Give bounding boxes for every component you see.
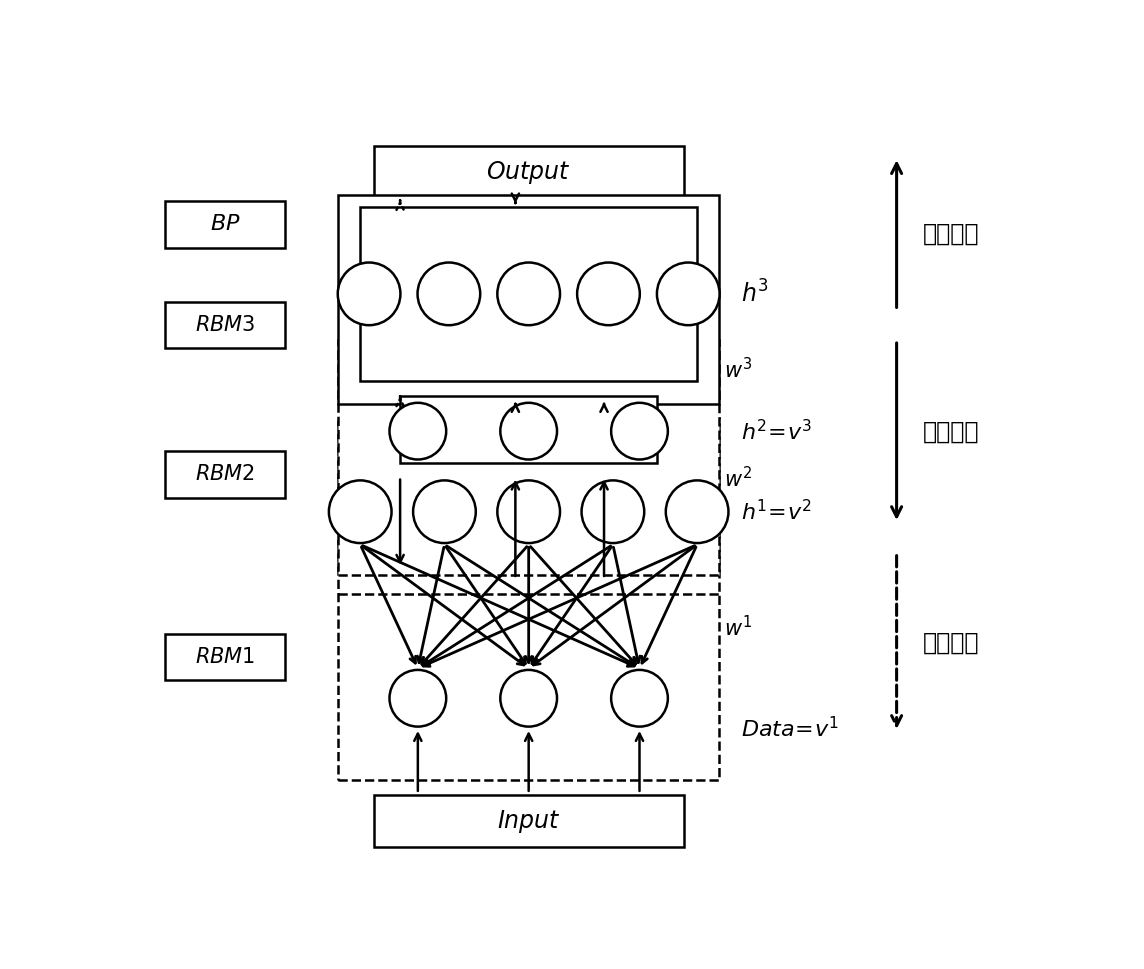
Text: $w^3$: $w^3$ bbox=[724, 358, 752, 383]
Text: 反向阶段: 反向阶段 bbox=[923, 420, 979, 444]
Bar bbox=[339, 340, 720, 576]
Text: $h^1\!=\!v^2$: $h^1\!=\!v^2$ bbox=[741, 499, 812, 524]
Ellipse shape bbox=[498, 263, 561, 326]
Text: $h^3$: $h^3$ bbox=[741, 280, 770, 307]
Ellipse shape bbox=[657, 263, 720, 326]
Ellipse shape bbox=[500, 670, 557, 727]
Text: 正向阶段: 正向阶段 bbox=[923, 222, 979, 246]
Bar bbox=[374, 146, 684, 199]
Ellipse shape bbox=[418, 263, 480, 326]
Bar bbox=[339, 419, 720, 780]
Ellipse shape bbox=[328, 481, 391, 543]
Text: $Output$: $Output$ bbox=[486, 159, 571, 186]
Text: $Data\!=\!v^1$: $Data\!=\!v^1$ bbox=[741, 715, 840, 740]
Text: $BP$: $BP$ bbox=[209, 214, 240, 234]
Bar bbox=[165, 634, 285, 680]
Ellipse shape bbox=[581, 481, 644, 543]
Text: $RBM3$: $RBM3$ bbox=[194, 315, 255, 335]
Bar bbox=[400, 396, 658, 463]
Ellipse shape bbox=[611, 670, 668, 727]
Text: $h^2\!=\!v^3$: $h^2\!=\!v^3$ bbox=[741, 419, 812, 444]
Ellipse shape bbox=[389, 670, 446, 727]
Ellipse shape bbox=[500, 403, 557, 459]
Ellipse shape bbox=[413, 481, 476, 543]
Bar bbox=[339, 195, 720, 403]
Text: $RBM1$: $RBM1$ bbox=[194, 647, 255, 668]
Bar bbox=[360, 207, 697, 381]
Ellipse shape bbox=[611, 403, 668, 459]
Text: $w^1$: $w^1$ bbox=[724, 614, 752, 640]
Text: 反向微调: 反向微调 bbox=[923, 630, 979, 654]
Bar bbox=[374, 796, 684, 848]
Ellipse shape bbox=[498, 481, 561, 543]
Bar bbox=[165, 302, 285, 348]
Ellipse shape bbox=[577, 263, 639, 326]
Text: $Input$: $Input$ bbox=[496, 808, 561, 835]
Bar bbox=[165, 202, 285, 248]
Bar bbox=[165, 452, 285, 497]
Ellipse shape bbox=[337, 263, 400, 326]
Ellipse shape bbox=[389, 403, 446, 459]
Text: $w^2$: $w^2$ bbox=[724, 466, 752, 491]
Ellipse shape bbox=[666, 481, 729, 543]
Text: $RBM2$: $RBM2$ bbox=[194, 464, 255, 484]
